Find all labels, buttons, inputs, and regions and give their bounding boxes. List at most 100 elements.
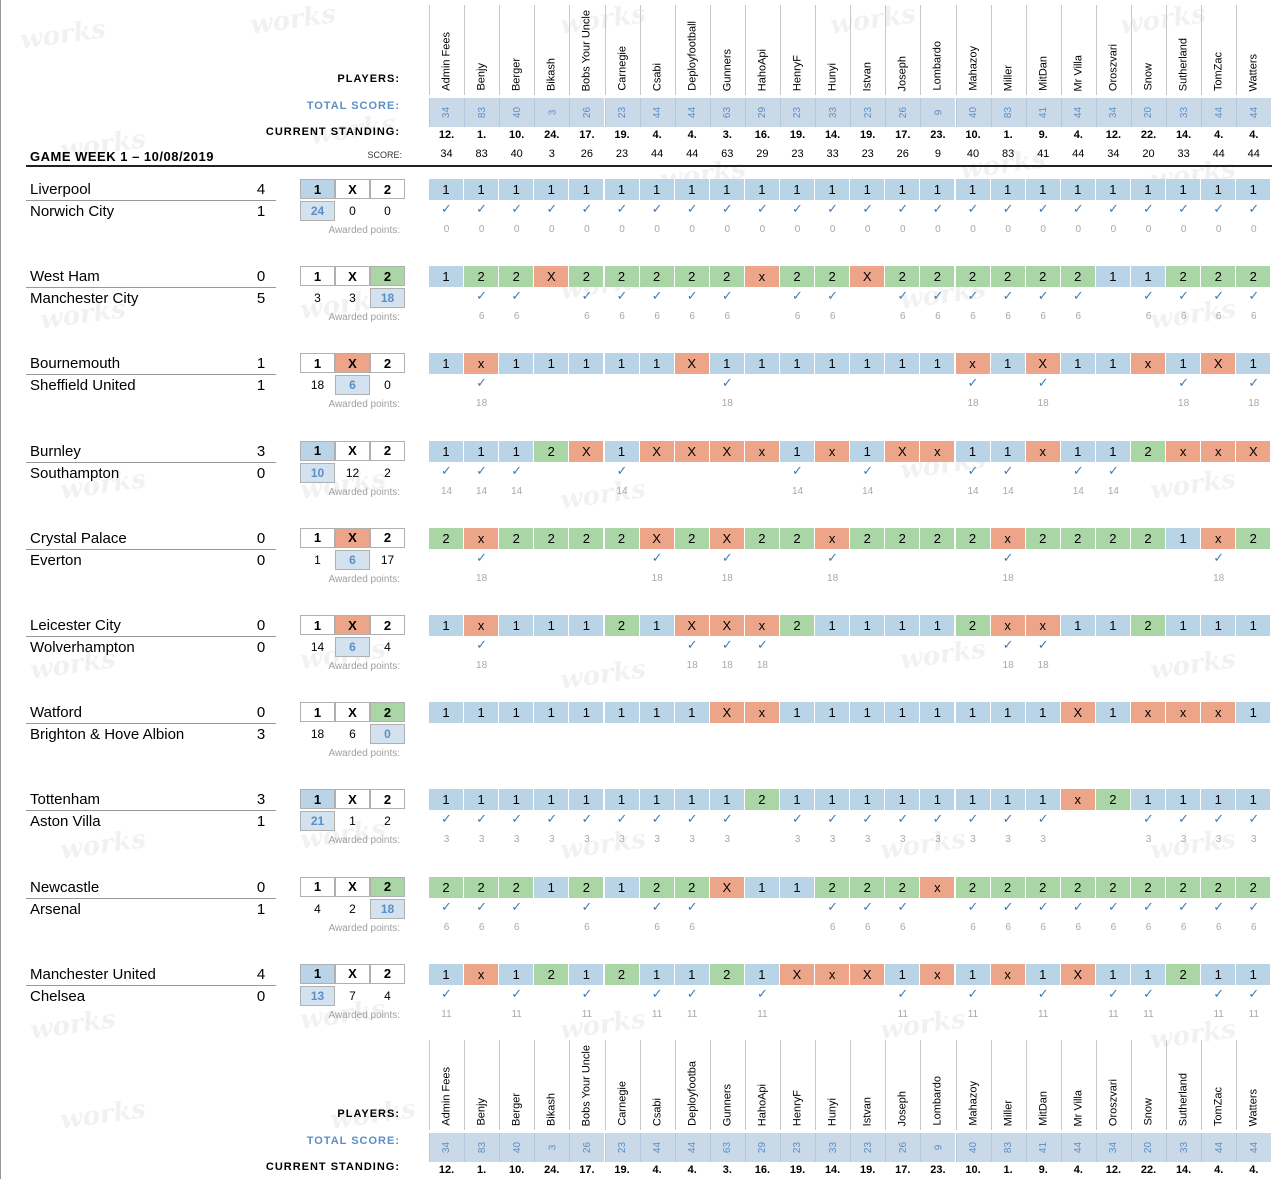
awarded-points-value: 3 — [1145, 834, 1152, 846]
player-pick-cell: 1 — [429, 179, 464, 200]
player-name-header: Miller — [990, 5, 1026, 95]
player-pick-cell: 2 — [780, 615, 815, 636]
team-divider — [26, 897, 276, 899]
total-score-cell: 29 — [744, 1133, 780, 1162]
away-goals: 0 — [256, 639, 266, 656]
awarded-points-value: 18 — [827, 572, 839, 584]
player-name-header: Oroszvari — [1095, 5, 1131, 95]
awarded-points-value: 6 — [1251, 311, 1257, 323]
standing-cell: 16. — [754, 129, 771, 141]
awarded-points-value: 0 — [759, 224, 766, 235]
correct-check-icon: ✓ — [1178, 201, 1190, 216]
outcome-count: 0 — [384, 204, 391, 218]
home-goals: 0 — [256, 878, 266, 896]
outcome-home-box: 1 — [300, 179, 335, 199]
correct-check-icon: ✓ — [511, 201, 523, 216]
current-standing-label: CURRENT STANDING: — [265, 126, 400, 138]
player-pick-cell: 1 — [1201, 789, 1237, 811]
total-score-value: 9 — [932, 1144, 944, 1151]
awarded-points-value: 18 — [1002, 660, 1014, 671]
awarded-points-value: 3 — [1005, 834, 1011, 846]
awarded-points-value: 0 — [478, 224, 485, 235]
player-pick-cell: 2 — [569, 876, 605, 898]
player-pick-cell: 1 — [639, 179, 675, 200]
total-score-value: 44 — [1073, 1141, 1085, 1154]
player-pick-cell: 1 — [990, 353, 1026, 375]
correct-check-icon: ✓ — [686, 811, 698, 827]
player-pick-cell: x — [1166, 440, 1202, 462]
player-pick-cell: 1 — [464, 702, 500, 724]
player-pick-cell: 1 — [1025, 702, 1061, 724]
player-pick-cell: 1 — [1095, 615, 1131, 636]
home-team-name: West Ham — [30, 268, 100, 286]
correct-check-icon: ✓ — [897, 898, 909, 914]
awarded-points-value: 14 — [1107, 485, 1119, 497]
total-score-cell: 44 — [1236, 98, 1272, 127]
player-pick-cell: 1 — [990, 789, 1026, 811]
total-score-value: 26 — [897, 1141, 909, 1154]
awarded-points-value: 0 — [584, 224, 590, 235]
player-name: Bikash — [546, 57, 558, 91]
awarded-points-value: 18 — [721, 660, 733, 671]
player-pick-cell: X — [1060, 963, 1096, 985]
player-pick-cell: X — [780, 963, 815, 985]
player-pick-cell: 1 — [1060, 615, 1096, 636]
awarded-points-value: 6 — [1215, 921, 1222, 933]
player-pick-cell: 1 — [920, 353, 956, 375]
total-score-cell: 29 — [744, 98, 780, 127]
outcome-count: 6 — [349, 727, 356, 742]
player-pick-cell: 1 — [639, 615, 675, 636]
player-pick-cell: 1 — [709, 789, 745, 811]
player-name-header: Berger — [499, 1040, 534, 1130]
awarded-points-value: 0 — [443, 224, 450, 235]
players-label: PLAYERS: — [337, 73, 400, 85]
player-pick-cell: 1 — [815, 702, 851, 724]
player-pick-cell: 1 — [569, 789, 605, 811]
player-pick-cell: 2 — [955, 527, 991, 549]
standing-cell: 4. — [1073, 1164, 1083, 1176]
player-pick-cell: 1 — [780, 876, 815, 898]
outcome-away-box: 2 — [370, 179, 405, 199]
correct-check-icon: ✓ — [1002, 898, 1014, 914]
player-name: TomZac — [1213, 51, 1225, 91]
total-score-value: 44 — [652, 1141, 664, 1154]
player-pick-cell: 2 — [1060, 527, 1096, 549]
player-pick-cell: 2 — [1060, 266, 1096, 288]
standing-cell: 12. — [438, 1164, 455, 1176]
correct-check-icon: ✓ — [651, 985, 663, 1001]
standing-cell: 1. — [477, 1164, 487, 1176]
correct-check-icon: ✓ — [897, 288, 909, 304]
player-name: Miller — [1003, 1099, 1015, 1126]
awarded-points-value: 11 — [757, 1008, 768, 1020]
player-pick-cell: 2 — [1131, 440, 1166, 462]
awarded-points-value: 3 — [829, 834, 836, 846]
correct-check-icon: ✓ — [686, 985, 698, 1001]
player-pick-cell: 2 — [674, 266, 710, 288]
awarded-points-value: 0 — [900, 224, 906, 235]
outcome-away-box: 2 — [370, 353, 405, 374]
player-name-header: Mahazoy — [955, 5, 991, 95]
player-name: Gunners — [722, 48, 734, 91]
player-pick-cell: 2 — [1131, 876, 1166, 898]
player-pick-cell: x — [990, 615, 1026, 636]
score-cell: 3 — [548, 148, 555, 160]
awarded-points-value: 6 — [584, 921, 590, 933]
outcome-draw-box: X — [335, 789, 370, 810]
total-score-cell: 26 — [885, 98, 921, 127]
player-pick-cell: 1 — [815, 789, 851, 811]
player-pick-cell: 1 — [1095, 353, 1131, 375]
player-pick-cell: 1 — [850, 440, 886, 462]
away-goals: 0 — [256, 987, 266, 1005]
correct-check-icon: ✓ — [1072, 898, 1084, 914]
awarded-points-value: 6 — [1215, 311, 1222, 323]
correct-check-icon: ✓ — [476, 201, 488, 216]
correct-check-icon: ✓ — [581, 201, 593, 216]
outcome-away-box: 2 — [370, 440, 405, 461]
player-pick-cell: 2 — [499, 876, 535, 898]
awarded-points-value: 6 — [443, 921, 450, 933]
player-name-header: Miller — [990, 1040, 1026, 1130]
awarded-points-value: 3 — [935, 834, 941, 846]
standing-cell: 23. — [930, 1164, 946, 1176]
correct-check-icon: ✓ — [1072, 201, 1084, 216]
outcome-count: 3 — [314, 291, 321, 306]
